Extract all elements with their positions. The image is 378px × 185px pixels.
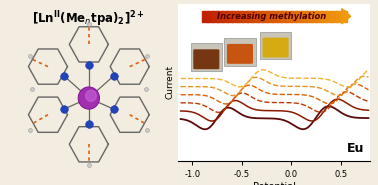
FancyBboxPatch shape	[193, 49, 219, 69]
Circle shape	[78, 87, 99, 109]
Text: Increasing methylation: Increasing methylation	[217, 12, 326, 21]
FancyArrow shape	[262, 11, 268, 22]
FancyArrow shape	[232, 11, 238, 22]
FancyBboxPatch shape	[191, 43, 222, 71]
FancyArrow shape	[306, 11, 312, 22]
FancyArrow shape	[207, 11, 213, 22]
X-axis label: Potential: Potential	[253, 182, 296, 185]
FancyBboxPatch shape	[224, 38, 256, 66]
FancyBboxPatch shape	[262, 38, 288, 58]
FancyArrow shape	[282, 11, 287, 22]
FancyArrow shape	[331, 11, 337, 22]
FancyArrow shape	[336, 11, 342, 22]
Text: Eu: Eu	[347, 142, 365, 155]
Y-axis label: Current: Current	[166, 65, 175, 99]
FancyBboxPatch shape	[227, 44, 253, 64]
FancyArrow shape	[277, 11, 282, 22]
FancyArrow shape	[342, 9, 351, 24]
FancyArrow shape	[202, 11, 208, 22]
FancyArrow shape	[321, 11, 327, 22]
FancyArrow shape	[222, 11, 228, 22]
Text: $\bf{[Ln^{II}(Me_{\it{n}}tpa)_2]^{2+}}$: $\bf{[Ln^{II}(Me_{\it{n}}tpa)_2]^{2+}}$	[33, 9, 145, 29]
FancyArrow shape	[237, 11, 243, 22]
FancyArrow shape	[311, 11, 317, 22]
FancyArrow shape	[296, 11, 302, 22]
FancyArrow shape	[341, 11, 347, 22]
FancyArrow shape	[301, 11, 307, 22]
FancyArrow shape	[212, 11, 218, 22]
FancyArrow shape	[257, 11, 263, 22]
FancyArrow shape	[242, 11, 248, 22]
FancyArrow shape	[316, 11, 322, 22]
Circle shape	[86, 90, 96, 101]
FancyArrow shape	[227, 11, 233, 22]
FancyArrow shape	[326, 11, 332, 22]
FancyArrow shape	[271, 11, 277, 22]
FancyArrow shape	[291, 11, 297, 22]
FancyArrow shape	[287, 11, 292, 22]
FancyArrow shape	[252, 11, 258, 22]
FancyBboxPatch shape	[260, 32, 291, 59]
FancyArrow shape	[266, 11, 273, 22]
FancyArrow shape	[247, 11, 253, 22]
FancyArrow shape	[217, 11, 223, 22]
